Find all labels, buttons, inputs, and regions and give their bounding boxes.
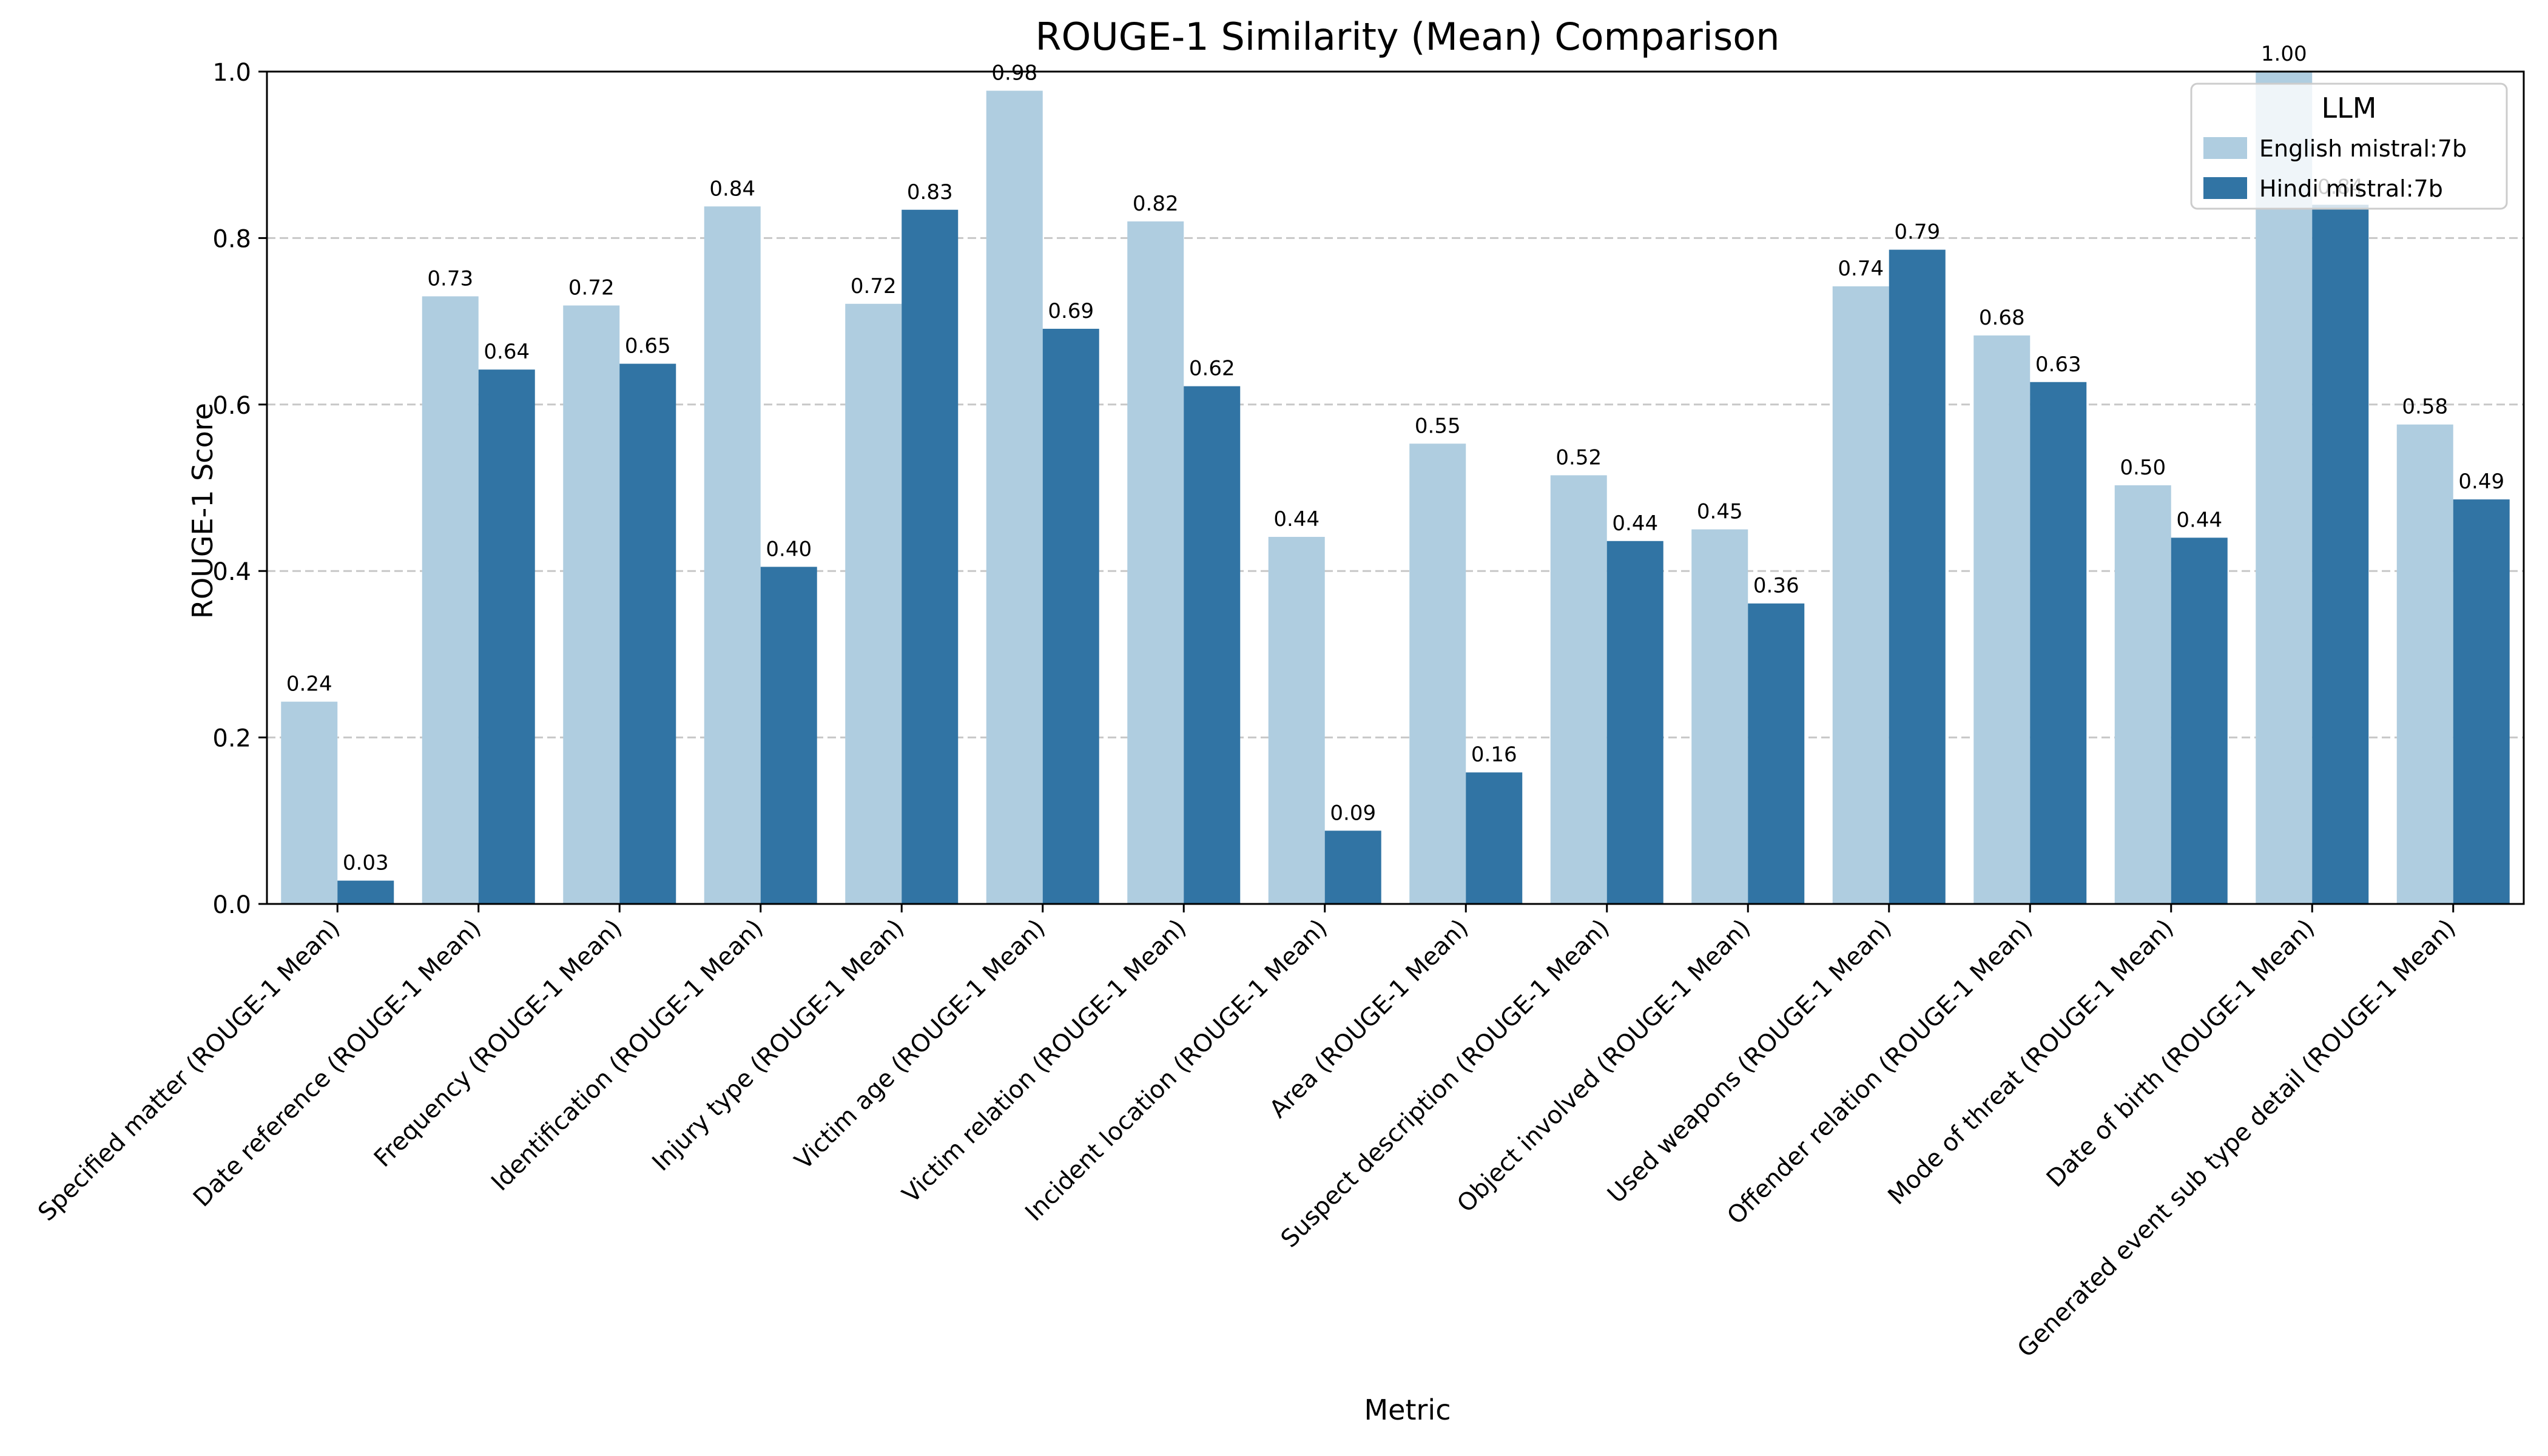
y-tick-label: 1.0	[212, 59, 251, 87]
bar-value-labels: 0.24 0.73 0.72 0.84 0.72 0.98 0.82 0.44 0.55 0.52…	[286, 42, 2504, 875]
bar	[2396, 424, 2453, 904]
bar-value-label: 0.79	[1894, 220, 1940, 244]
bar	[1466, 772, 1523, 904]
bar-value-label: 0.82	[1133, 192, 1179, 216]
y-tick-label: 0.4	[212, 558, 251, 586]
bar-value-label: 0.62	[1189, 357, 1235, 381]
bar-value-label: 0.69	[1048, 299, 1094, 323]
bar	[619, 363, 676, 904]
bar-value-label: 0.83	[907, 180, 953, 204]
bar	[704, 206, 761, 904]
bar-value-label: 0.40	[766, 537, 812, 561]
bar-value-label: 0.65	[625, 334, 671, 359]
bar-value-label: 0.44	[2176, 508, 2222, 532]
bar	[845, 303, 902, 905]
y-tick-label: 0.0	[212, 891, 251, 919]
bar	[1748, 603, 1805, 904]
y-axis-title: ROUGE-1 Score	[186, 403, 219, 619]
bar-value-label: 0.98	[991, 61, 1037, 86]
bar-value-label: 0.64	[484, 340, 530, 364]
bar	[1184, 386, 1241, 904]
bar	[1127, 221, 1184, 905]
bar-value-label: 0.58	[2402, 395, 2448, 419]
legend-swatch	[2203, 137, 2247, 159]
bar-value-label: 0.03	[343, 851, 389, 875]
bar	[760, 567, 817, 904]
bar	[2453, 499, 2510, 904]
bar-value-label: 0.45	[1697, 500, 1743, 524]
bar-value-label: 0.49	[2458, 470, 2504, 494]
bar	[1550, 475, 1607, 904]
bar-value-label: 0.36	[1753, 574, 1799, 598]
x-tick-label: Identification (ROUGE-1 Mean)	[486, 914, 769, 1197]
bar-value-label: 0.52	[1555, 445, 1602, 470]
x-tick-label: Victim age (ROUGE-1 Mean)	[789, 914, 1051, 1176]
legend-swatch	[2203, 177, 2247, 199]
bar-value-label: 0.84	[709, 177, 755, 201]
bar-value-label: 0.68	[1979, 306, 2025, 330]
y-tick-label: 0.8	[212, 225, 251, 253]
bar	[1832, 286, 1889, 904]
bar	[1606, 541, 1663, 904]
bar	[1409, 443, 1466, 904]
x-tick-label: Offender relation (ROUGE-1 Mean)	[1722, 914, 2038, 1230]
x-tick-label: Date reference (ROUGE-1 Mean)	[188, 914, 487, 1213]
bar-value-label: 0.74	[1838, 257, 1884, 281]
bar	[1889, 249, 1946, 904]
legend-entry: Hindi mistral:7b	[2259, 175, 2443, 202]
legend-box	[2190, 83, 2508, 210]
bar-value-label: 0.72	[568, 276, 615, 300]
bar-value-label: 0.44	[1612, 511, 1658, 536]
bar	[2256, 72, 2313, 904]
bar	[1268, 536, 1325, 904]
x-tick-label: Object involved (ROUGE-1 Mean)	[1452, 914, 1756, 1218]
bar-value-label: 0.44	[1273, 507, 1320, 531]
bar	[1324, 831, 1381, 904]
bar-value-label: 0.73	[427, 266, 473, 291]
bar-value-label: 0.24	[286, 672, 332, 696]
y-tick-label: 0.6	[212, 392, 251, 420]
bar-value-label: 0.16	[1471, 743, 1517, 767]
bar	[563, 305, 620, 905]
bar	[2030, 382, 2087, 904]
x-tick-label: Date of birth (ROUGE-1 Mean)	[2041, 914, 2320, 1193]
legend-entry: English mistral:7b	[2259, 135, 2467, 162]
plot-frame	[266, 70, 2525, 905]
x-tick-label: Frequency (ROUGE-1 Mean)	[369, 914, 627, 1173]
bar-value-label: 0.72	[851, 274, 897, 298]
bar-value-label: 0.55	[1415, 414, 1461, 438]
bar	[1042, 328, 1099, 904]
bar-value-label: 1.00	[2261, 42, 2307, 66]
bar	[986, 90, 1043, 904]
bar	[2312, 204, 2369, 904]
bar	[281, 701, 338, 904]
bar-value-label: 0.50	[2120, 456, 2166, 480]
x-axis-title: Metric	[1364, 1394, 1451, 1426]
bar	[478, 369, 535, 904]
y-tick-label: 0.2	[212, 725, 251, 753]
x-tick-label: Used weapons (ROUGE-1 Mean)	[1602, 914, 1897, 1209]
bar	[1691, 529, 1748, 904]
bars	[281, 72, 2510, 905]
legend: LLM English mistral:7b Hindi mistral:7b	[2190, 83, 2508, 210]
x-tick-label: Specified matter (ROUGE-1 Mean)	[33, 914, 345, 1227]
bar	[2114, 485, 2171, 904]
x-tick-label: Victim relation (ROUGE-1 Mean)	[897, 914, 1192, 1209]
bar	[902, 209, 959, 905]
x-tick-label: Suspect description (ROUGE-1 Mean)	[1276, 914, 1615, 1253]
x-tick-label: Incident location (ROUGE-1 Mean)	[1020, 914, 1333, 1227]
bar	[337, 880, 394, 904]
bar	[422, 296, 479, 904]
chart-title: ROUGE-1 Similarity (Mean) Comparison	[1035, 15, 1779, 59]
bar-value-label: 0.63	[2035, 352, 2081, 377]
bar	[2171, 538, 2228, 904]
x-tick-label: Mode of threat (ROUGE-1 Mean)	[1882, 914, 2179, 1210]
bar-value-label: 0.09	[1330, 801, 1376, 825]
legend-title: LLM	[2322, 92, 2377, 124]
bar	[1973, 335, 2031, 904]
x-tick-label: Injury type (ROUGE-1 Mean)	[647, 914, 909, 1177]
